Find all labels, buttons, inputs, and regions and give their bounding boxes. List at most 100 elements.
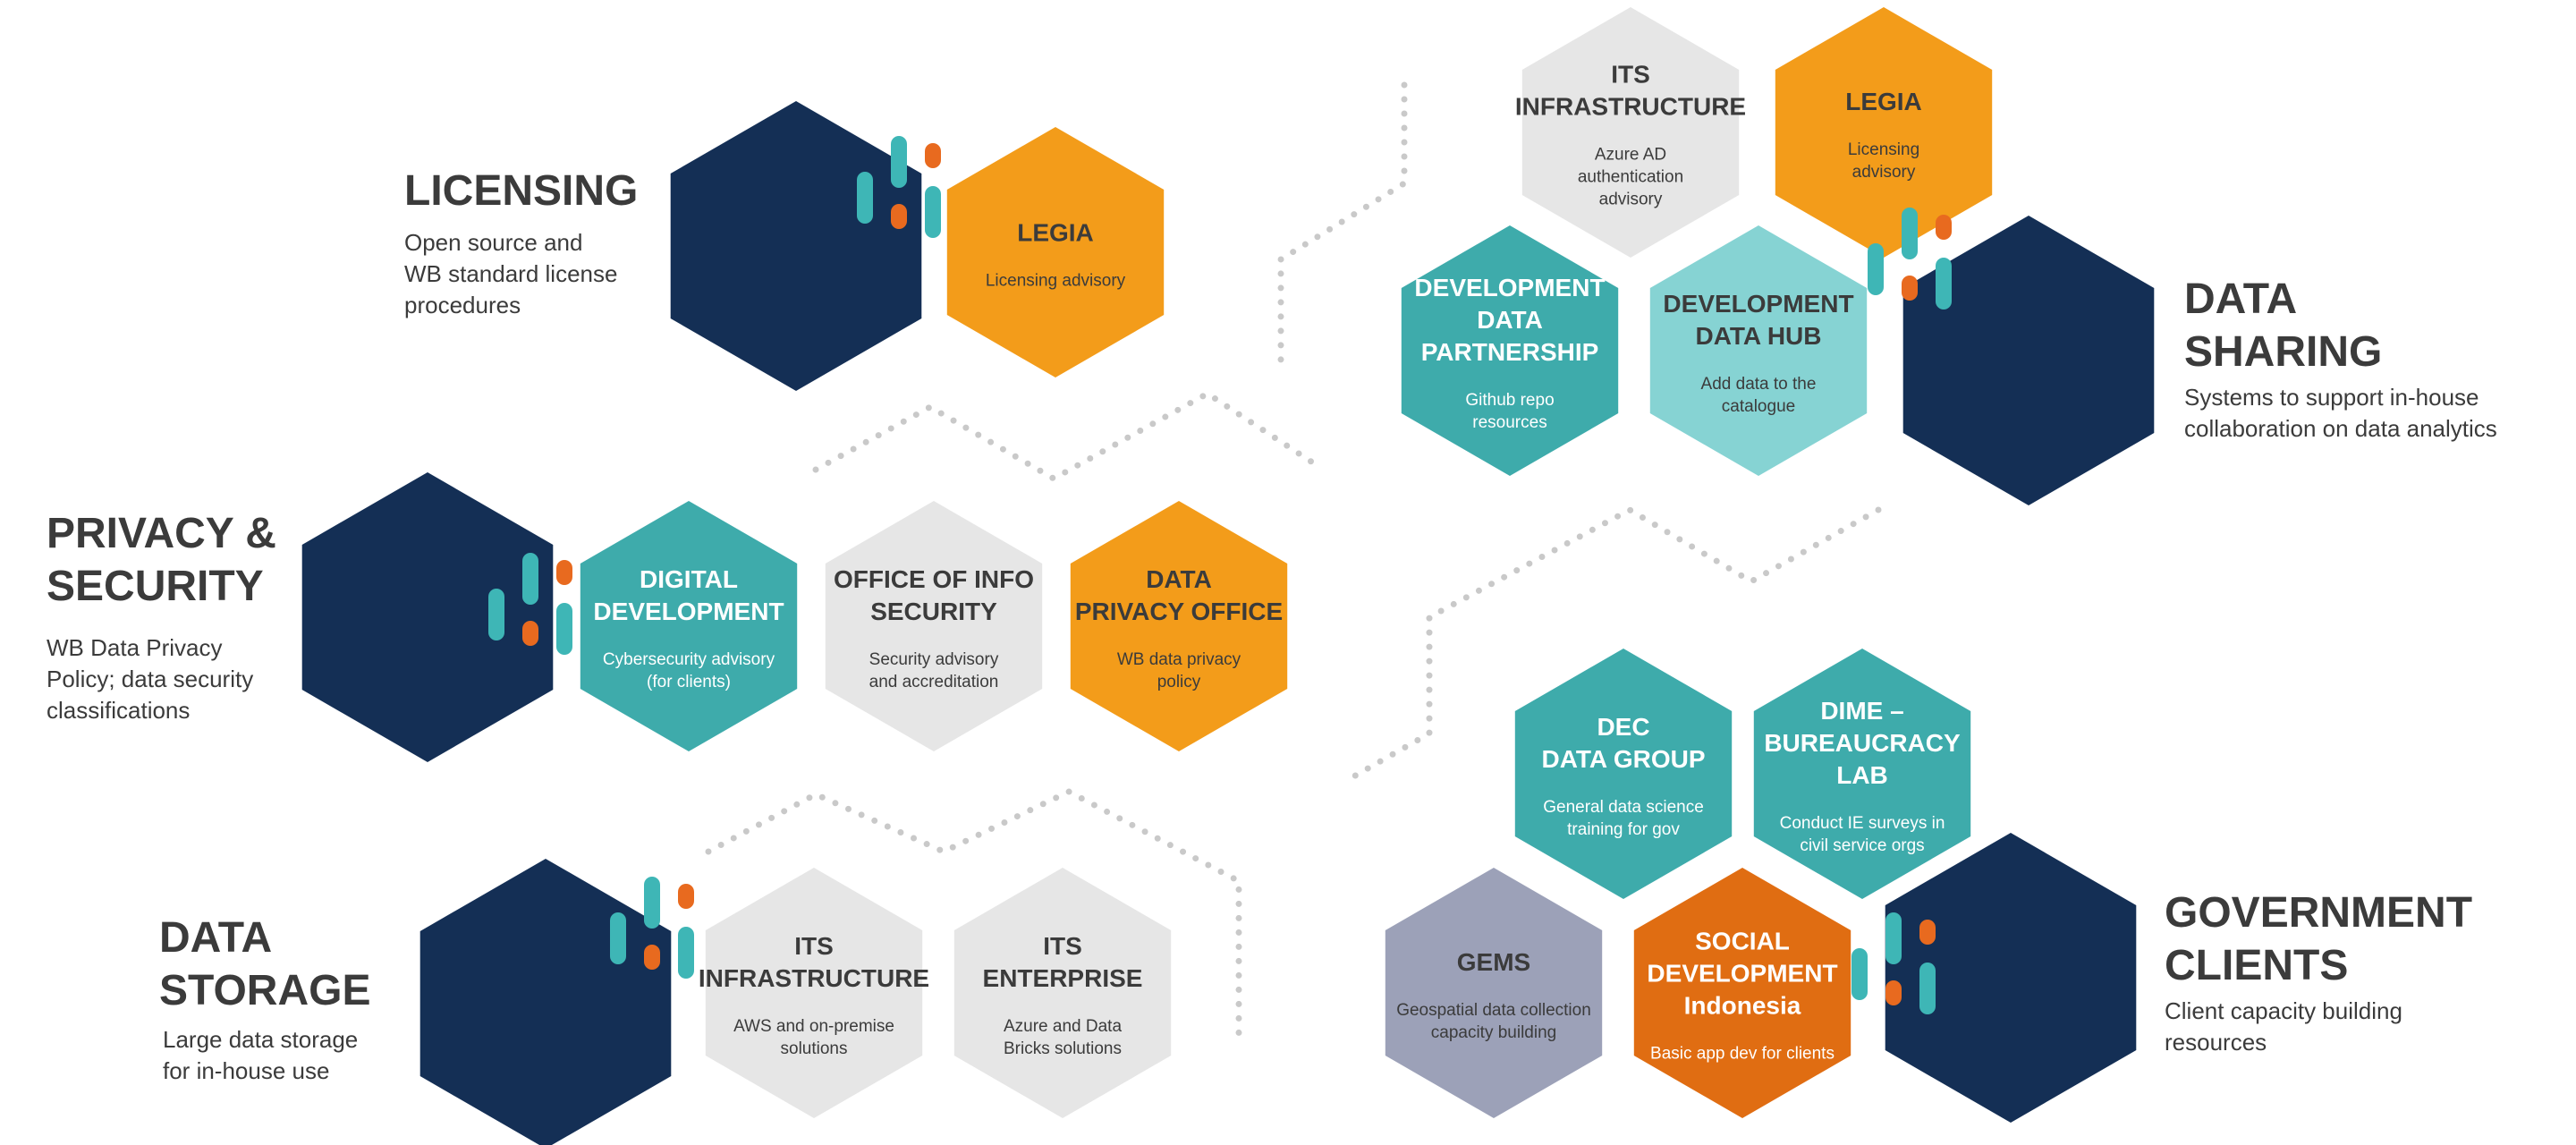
storage-accent-bars xyxy=(610,877,694,979)
unit-title: DEVELOPMENT xyxy=(1663,290,1853,318)
government-desc: Client capacity building resources xyxy=(2165,997,2402,1056)
accent-bar xyxy=(1919,920,1936,945)
unit-hex-shape xyxy=(825,501,1043,751)
government-title: GOVERNMENT CLIENTS xyxy=(2165,889,2473,989)
licensing-desc: Open source and WB standard license proc… xyxy=(404,228,618,318)
unit-title: ITS xyxy=(794,932,834,960)
privacy-section: PRIVACY & SECURITY WB Data Privacy Polic… xyxy=(47,508,276,726)
unit-desc: WB data privacy xyxy=(1117,650,1241,669)
sharing-anchor-hex xyxy=(1902,216,2155,505)
unit-title: INFRASTRUCTURE xyxy=(1515,93,1746,121)
storage-anchor-hex xyxy=(419,859,672,1145)
unit-desc: Geospatial data collection xyxy=(1396,1001,1591,1020)
accent-bar xyxy=(1852,948,1868,1000)
unit-desc: policy xyxy=(1157,673,1201,691)
unit-desc: Azure AD xyxy=(1595,146,1666,165)
unit-title: INFRASTRUCTURE xyxy=(699,964,929,992)
storage-section: DATA STORAGE Large data storage for in-h… xyxy=(159,912,370,1087)
licensing-unit-0-hex: LEGIA Licensing advisory xyxy=(946,127,1165,377)
privacy-accent-bars xyxy=(488,553,572,655)
accent-bar xyxy=(610,912,626,964)
unit-hex-shape xyxy=(1753,649,1971,899)
accent-bar xyxy=(488,589,504,640)
accent-bar xyxy=(644,877,660,929)
unit-title: DATA GROUP xyxy=(1541,745,1705,773)
unit-title: SECURITY xyxy=(870,598,997,625)
unit-desc: Conduct IE surveys in xyxy=(1780,814,1945,833)
unit-hex-shape xyxy=(946,127,1165,377)
accent-bar xyxy=(644,945,660,970)
unit-desc: Cybersecurity advisory xyxy=(603,650,775,669)
unit-desc: advisory xyxy=(1852,163,1916,182)
accent-bar xyxy=(1902,276,1918,301)
unit-desc: and accreditation xyxy=(869,673,999,691)
sharing-desc: Systems to support in-house collaboratio… xyxy=(2184,384,2497,443)
unit-title: DEVELOPMENT xyxy=(1647,960,1837,988)
unit-title: PARTNERSHIP xyxy=(1421,338,1599,366)
licensing-title: LICENSING xyxy=(404,167,639,215)
unit-desc: resources xyxy=(1472,413,1546,432)
government-unit-1-hex: DIME – BUREAUCRACY LAB Conduct IE surveys i… xyxy=(1753,649,1971,899)
dotted-connector xyxy=(1277,81,1408,366)
accent-bar xyxy=(891,204,907,229)
accent-bar xyxy=(925,186,941,238)
sharing-unit-2-hex: DEVELOPMENT DATA PARTNERSHIP Github repo res… xyxy=(1401,225,1619,476)
storage-unit-0-hex: ITS INFRASTRUCTURE AWS and on-premise solut… xyxy=(699,868,929,1118)
licensing-accent-bars xyxy=(857,136,941,238)
unit-desc: capacity building xyxy=(1431,1023,1556,1042)
unit-title: GEMS xyxy=(1457,948,1530,976)
unit-hex-shape xyxy=(1521,7,1740,258)
unit-title: DIGITAL xyxy=(640,565,738,593)
unit-desc: Security advisory xyxy=(869,650,999,669)
unit-hex-shape xyxy=(1401,225,1619,476)
unit-title: PRIVACY OFFICE xyxy=(1075,598,1283,625)
unit-desc: authentication xyxy=(1578,168,1683,187)
unit-title: SOCIAL xyxy=(1695,928,1790,955)
privacy-unit-2-hex: DATA PRIVACY OFFICE WB data privacy policy xyxy=(1070,501,1288,751)
unit-title: LEGIA xyxy=(1845,88,1922,115)
dotted-connector xyxy=(812,389,1320,483)
accent-bar xyxy=(1885,980,1902,1005)
government-unit-0-hex: DEC DATA GROUP General data science trainin… xyxy=(1514,649,1733,899)
unit-hex-shape xyxy=(1514,649,1733,899)
accent-bar xyxy=(891,136,907,188)
unit-desc: civil service orgs xyxy=(1800,836,1924,855)
sharing-section: DATA SHARING Systems to support in-house… xyxy=(2184,274,2497,445)
accent-bar xyxy=(1868,243,1884,295)
unit-title: ITS xyxy=(1043,932,1082,960)
unit-desc: Add data to the xyxy=(1701,375,1817,394)
unit-title: ITS xyxy=(1611,61,1650,89)
unit-title: DATA xyxy=(1477,306,1543,334)
privacy-title: PRIVACY & SECURITY xyxy=(47,510,276,610)
unit-desc: catalogue xyxy=(1722,397,1795,416)
unit-desc: (for clients) xyxy=(647,673,731,691)
unit-desc: Licensing xyxy=(1848,140,1919,159)
accent-bar xyxy=(1936,258,1952,310)
licensing-section: LICENSING Open source and WB standard li… xyxy=(404,165,638,321)
sharing-unit-1-hex: LEGIA Licensing advisory xyxy=(1775,7,1993,258)
unit-title: OFFICE OF INFO xyxy=(834,565,1034,593)
unit-title: DATA xyxy=(1146,565,1212,593)
privacy-unit-1-hex: OFFICE OF INFO SECURITY Security advisory a… xyxy=(825,501,1043,751)
unit-hex-shape xyxy=(1385,868,1603,1118)
accent-bar xyxy=(522,553,538,605)
unit-title: Indonesia xyxy=(1684,992,1801,1020)
government-section: GOVERNMENT CLIENTS Client capacity build… xyxy=(2165,887,2472,1058)
accent-bar xyxy=(522,621,538,646)
unit-desc: Azure and Data xyxy=(1004,1017,1122,1036)
unit-title: LEGIA xyxy=(1017,219,1094,247)
sharing-title: DATA SHARING xyxy=(2184,276,2383,376)
unit-hex-shape xyxy=(1633,868,1852,1118)
storage-title: DATA STORAGE xyxy=(159,914,371,1014)
unit-desc: Github repo xyxy=(1465,391,1554,410)
unit-hex-shape xyxy=(705,868,923,1118)
accent-bar xyxy=(678,927,694,979)
accent-bar xyxy=(1902,208,1918,259)
sharing-unit-3-hex: DEVELOPMENT DATA HUB Add data to the catalo… xyxy=(1649,225,1868,476)
unit-title: LAB xyxy=(1836,761,1888,789)
accent-bar xyxy=(1919,963,1936,1014)
dotted-connector xyxy=(1347,505,1882,782)
unit-title: DIME – xyxy=(1820,697,1903,725)
unit-title: DATA HUB xyxy=(1695,322,1821,350)
dotted-connector xyxy=(705,788,1242,1046)
